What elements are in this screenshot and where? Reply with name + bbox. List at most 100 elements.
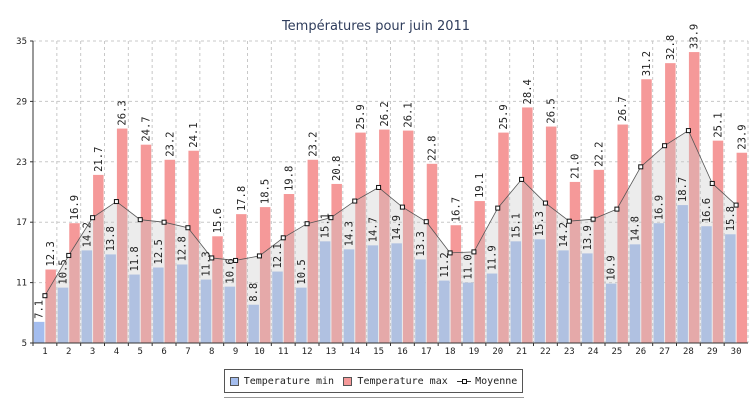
- data-label: 8.8: [248, 283, 260, 302]
- average-marker: [233, 257, 239, 263]
- x-tick-label: 10: [254, 347, 265, 357]
- bar-max: [283, 194, 295, 343]
- bar-max: [355, 132, 366, 343]
- data-label: 14.8: [630, 216, 642, 241]
- bar-max: [522, 107, 533, 343]
- data-label: 16.9: [653, 195, 665, 220]
- average-marker: [113, 199, 119, 205]
- data-label: 7.1: [34, 300, 46, 319]
- bar-max: [736, 152, 748, 343]
- data-label: 26.3: [117, 100, 129, 125]
- average-marker: [161, 219, 167, 225]
- data-label: 16.6: [701, 198, 713, 223]
- x-tick-label: 22: [540, 347, 551, 357]
- bar-min: [558, 250, 569, 343]
- bar-max: [212, 236, 223, 343]
- data-label: 14.2: [81, 222, 93, 247]
- average-marker: [256, 253, 262, 259]
- bar-max: [236, 214, 247, 343]
- legend: Temperature min Temperature max Moyenne: [224, 369, 523, 393]
- footer-line: [224, 397, 524, 398]
- bar-min: [629, 244, 641, 343]
- x-tick-label: 18: [445, 347, 456, 357]
- average-polyline: [44, 130, 737, 296]
- average-marker: [376, 184, 382, 190]
- bar-min: [343, 249, 355, 343]
- bar-max: [569, 181, 581, 343]
- x-tick-label: 23: [564, 347, 575, 357]
- bar-min: [677, 205, 688, 343]
- bar-min: [81, 250, 93, 343]
- bar-min: [725, 234, 736, 343]
- bars: [33, 52, 748, 344]
- legend-label-average: Moyenne: [475, 375, 518, 387]
- bar-max: [402, 130, 414, 343]
- bar-min: [224, 286, 236, 343]
- data-label: 22.2: [593, 142, 605, 167]
- legend-marker-average: [457, 377, 472, 386]
- x-tick-label: 20: [492, 347, 503, 357]
- average-marker: [614, 206, 620, 212]
- y-tick-label: 11: [16, 279, 27, 289]
- grid: [33, 40, 749, 343]
- bar-max: [188, 150, 199, 343]
- y-tick-label: 23: [16, 158, 27, 168]
- x-tick-label: 24: [588, 347, 599, 357]
- data-label: 17.8: [236, 186, 248, 211]
- bar-max: [259, 207, 271, 343]
- data-label: 10.5: [58, 259, 70, 284]
- bar-max: [45, 269, 56, 343]
- bar-min: [272, 271, 283, 343]
- x-tick-label: 12: [302, 347, 313, 357]
- x-tick-label: 25: [611, 347, 622, 357]
- data-label: 10.5: [296, 259, 308, 284]
- x-tick-label: 11: [278, 347, 289, 357]
- bar-min: [653, 223, 665, 343]
- bar-min: [153, 267, 164, 343]
- x-tick-label: 7: [185, 347, 190, 357]
- bar-max: [140, 144, 152, 343]
- y-tick-label: 5: [22, 339, 27, 349]
- data-label: 13.8: [105, 226, 117, 251]
- legend-label-min: Temperature min: [243, 375, 335, 387]
- average-marker: [662, 143, 668, 149]
- x-tick-label: 27: [659, 347, 670, 357]
- bar-min: [33, 321, 45, 343]
- average-marker: [495, 205, 501, 211]
- data-label: 14.2: [558, 222, 570, 247]
- data-label: 32.8: [665, 35, 677, 60]
- bar-min: [129, 274, 140, 343]
- average-marker: [542, 200, 548, 206]
- legend-item-max: Temperature max: [343, 375, 448, 387]
- x-tick-label: 26: [635, 347, 646, 357]
- data-label: 23.9: [736, 124, 748, 149]
- average-marker: [709, 180, 715, 186]
- bar-min: [605, 283, 617, 343]
- data-label: 11.0: [463, 254, 475, 279]
- bar-max: [164, 159, 176, 343]
- average-marker: [328, 215, 334, 221]
- x-tick-label: 14: [349, 347, 360, 357]
- bar-max: [307, 159, 319, 343]
- average-marker: [471, 249, 477, 255]
- legend-label-max: Temperature max: [357, 375, 448, 387]
- average-marker: [280, 235, 286, 241]
- x-tick-label: 17: [421, 347, 432, 357]
- bar-max: [426, 163, 438, 343]
- x-tick-label: 1: [42, 347, 47, 357]
- data-label: 13.9: [582, 225, 594, 250]
- data-label: 21.7: [93, 147, 105, 172]
- bar-min: [486, 273, 498, 343]
- bar-min: [391, 243, 402, 343]
- data-label: 15.1: [320, 213, 332, 238]
- y-tick-label: 17: [16, 218, 27, 228]
- data-label: 24.1: [188, 122, 200, 147]
- y-tick-label: 35: [16, 37, 27, 47]
- average-marker: [304, 221, 310, 227]
- bar-max: [688, 52, 700, 343]
- data-label: 25.9: [498, 104, 510, 129]
- data-label: 31.2: [641, 51, 653, 76]
- x-tick-label: 21: [516, 347, 527, 357]
- bar-max: [545, 126, 557, 343]
- y-tick-label: 29: [16, 97, 27, 107]
